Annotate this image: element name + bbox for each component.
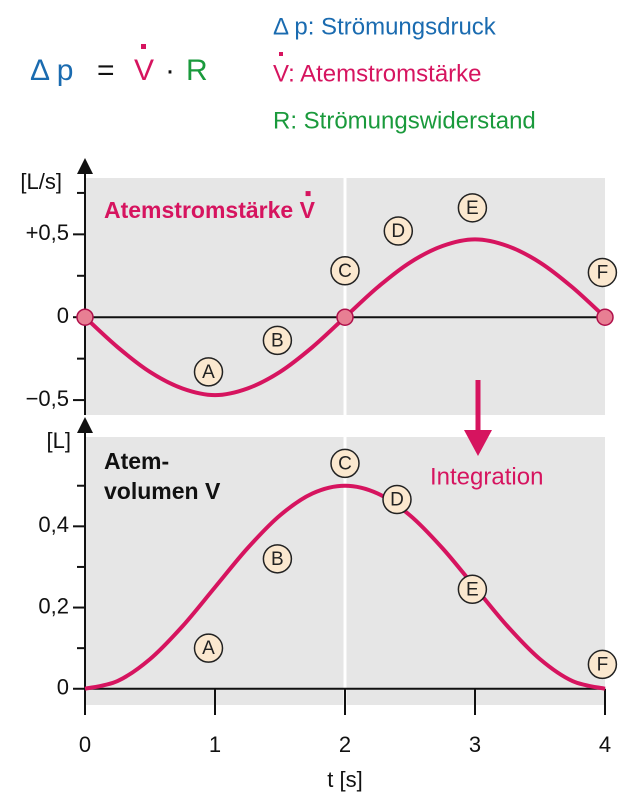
annotation-marker [383,216,414,246]
annotation-label: C [338,261,352,282]
annotation-marker [587,649,618,680]
annotation-marker [457,574,488,605]
formula-part: · [165,54,175,87]
annotation-marker [587,257,618,288]
annotation-label: F [597,262,609,283]
x-tick-label: 2 [339,732,351,757]
dot-accent [141,44,146,49]
y-tick-label: −0,5 [26,386,69,411]
x-tick-label: 0 [79,732,91,757]
annotation-marker [457,193,488,223]
data-point [336,308,354,326]
formula-part: R [186,54,208,87]
annotation-label: A [202,638,215,659]
annotation-label: F [597,654,609,675]
x-tick-label: 1 [209,732,221,757]
annotation-label: D [391,221,405,242]
annotation-marker [262,325,293,356]
annotation-label: C [338,453,352,474]
y-tick-label: 0,4 [38,512,69,537]
dot-accent [305,191,311,197]
x-tick-label: 4 [599,732,611,757]
annotation-marker [330,448,360,479]
y-tick-label: 0 [57,675,69,700]
data-point [76,308,94,326]
annotation-label: B [271,549,284,570]
integration-arrow-head [464,430,492,456]
integration-label: Integration [430,463,543,490]
dot-accent [279,52,283,56]
chart-title: Atemstromstärke V [104,197,316,223]
y-tick-label: +0,5 [26,220,69,245]
data-point [596,308,614,326]
x-tick-label: 3 [469,732,481,757]
y-tick-label: 0,2 [38,593,69,618]
y-axis-label: [L/s] [20,169,62,194]
annotation-label: B [271,330,284,351]
legend-entry: Δ p: Strömungsdruck [273,13,497,40]
formula-part: V [134,54,154,87]
annotation-label: D [390,490,404,511]
y-tick-label: 0 [57,303,69,328]
legend-entry: V: Atemstromstärke [273,60,482,87]
y-axis-label: [L] [47,428,71,453]
chart-title: Atem- [104,448,169,474]
formula-part: = [97,54,115,87]
annotation-label: E [466,579,479,600]
annotation-marker [262,544,293,574]
annotation-label: E [466,198,479,219]
formula-part: Δ p [30,54,73,87]
data-line [84,483,606,691]
x-axis-label: t [s] [327,767,362,792]
annotation-marker [193,357,224,387]
annotation-marker [382,484,412,515]
annotation-marker [330,256,360,286]
annotation-marker [193,633,224,663]
annotation-label: A [202,362,215,383]
legend-entry: R: Strömungswiderstand [273,107,536,134]
chart-title: volumen V [104,478,221,504]
